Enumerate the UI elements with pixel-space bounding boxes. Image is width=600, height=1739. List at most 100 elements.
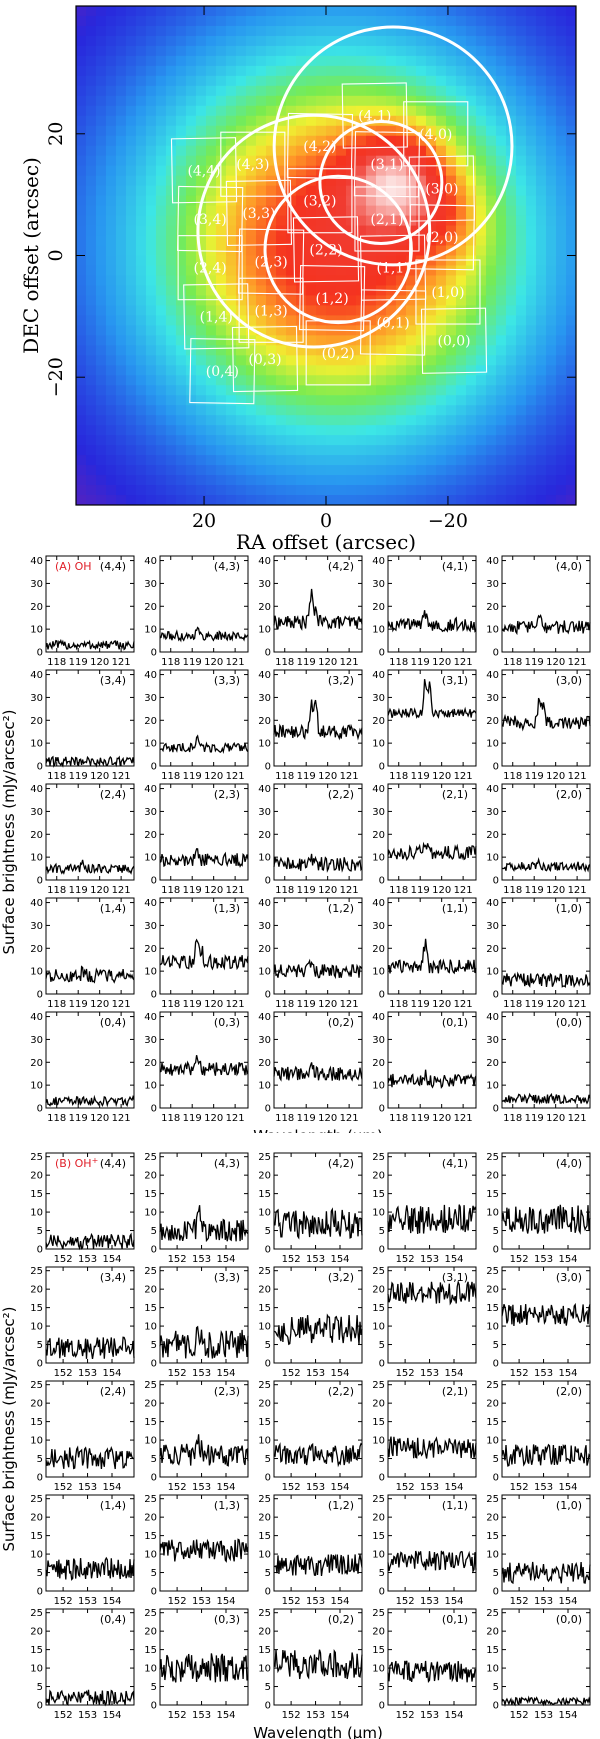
map-pixel	[176, 265, 187, 277]
panel-frame	[387, 1608, 477, 1706]
map-pixel	[396, 295, 407, 307]
map-pixel	[236, 275, 247, 287]
map-pixel	[506, 295, 517, 307]
y-tick-label: 20	[486, 1285, 499, 1296]
map-pixel	[76, 435, 87, 446]
map-pixel	[366, 405, 377, 416]
spaxel-label: (0,0)	[556, 1613, 582, 1626]
y-tick-label: 40	[144, 784, 157, 795]
map-pixel	[86, 155, 97, 167]
map-pixel	[276, 65, 287, 77]
map-pixel	[106, 445, 117, 456]
map-pixel	[136, 155, 147, 167]
y-tick-label: 0	[265, 648, 271, 659]
y-tick-label: 5	[493, 1340, 499, 1351]
spaxel-label: (0,3)	[214, 1016, 240, 1029]
map-pixel	[436, 355, 447, 366]
map-pixel	[316, 425, 327, 436]
map-pixel	[376, 55, 387, 67]
map-pixel	[456, 415, 467, 426]
map-pixel	[466, 455, 477, 466]
map-pixel	[556, 275, 567, 287]
map-pixel	[286, 285, 297, 297]
map-pixel	[446, 415, 457, 426]
map-pixel	[506, 65, 517, 77]
map-pixel	[426, 465, 437, 476]
map-pixel	[446, 65, 457, 77]
map-pixel	[406, 455, 417, 466]
x-tick-label: 153	[192, 1368, 211, 1379]
y-tick-label: 0	[37, 1104, 43, 1115]
map-pixel	[436, 475, 447, 486]
map-pixel	[556, 385, 567, 396]
map-pixel	[216, 215, 227, 227]
map-pixel	[476, 495, 487, 505]
map-pixel	[226, 425, 237, 436]
map-pixel	[156, 75, 167, 87]
map-pixel	[566, 235, 576, 247]
map-pixel	[376, 6, 387, 17]
spectrum-line	[45, 1556, 135, 1581]
map-pixel	[166, 245, 177, 257]
panel-frame	[45, 1380, 135, 1478]
map-pixel	[366, 365, 377, 376]
map-pixel	[286, 415, 297, 426]
map-pixel	[316, 265, 327, 277]
map-pixel	[206, 375, 217, 386]
map-pixel	[166, 425, 177, 436]
y-tick-label: 10	[258, 1436, 271, 1447]
map-pixel	[376, 415, 387, 426]
map-pixel	[126, 475, 137, 486]
map-pixel	[156, 385, 167, 396]
map-pixel	[316, 35, 327, 47]
map-pixel	[566, 55, 576, 67]
y-tick-label: 25	[372, 1380, 385, 1391]
map-pixel	[206, 355, 217, 366]
map-pixel	[316, 225, 327, 237]
panel-frame	[501, 897, 591, 995]
map-pixel	[236, 295, 247, 307]
map-pixel	[546, 415, 557, 426]
x-tick-label: 152	[396, 1482, 415, 1493]
map-pixel	[486, 125, 497, 137]
map-pixel	[106, 45, 117, 57]
map-pixel	[416, 395, 427, 406]
map-pixel	[366, 465, 377, 476]
map-pixel	[136, 235, 147, 247]
map-pixel	[496, 6, 507, 17]
y-tick-label: 25	[486, 1266, 499, 1277]
map-pixel	[446, 345, 457, 356]
y-tick-label: 15	[144, 1645, 157, 1656]
x-tick-label: 153	[534, 1710, 553, 1721]
map-pixel	[266, 135, 277, 147]
map-pixel	[416, 365, 427, 376]
map-pixel	[456, 195, 467, 207]
map-pixel	[366, 15, 377, 27]
map-pixel	[306, 275, 317, 287]
map-pixel	[286, 295, 297, 307]
map-pixel	[116, 85, 127, 97]
map-pixel	[216, 75, 227, 87]
map-pixel	[406, 35, 417, 47]
panel-frame	[501, 1152, 591, 1250]
map-pixel	[266, 365, 277, 376]
map-pixel	[386, 415, 397, 426]
map-pixel	[116, 295, 127, 307]
spaxel-label: (3,2)	[303, 194, 336, 210]
map-pixel	[356, 365, 367, 376]
map-pixel	[486, 35, 497, 47]
map-pixel	[416, 455, 427, 466]
map-pixel	[116, 325, 127, 336]
map-pixel	[146, 35, 157, 47]
map-pixel	[356, 95, 367, 107]
map-pixel	[106, 475, 117, 486]
map-pixel	[86, 115, 97, 127]
map-pixel	[476, 115, 487, 127]
map-pixel	[116, 305, 127, 316]
map-pixel	[536, 465, 547, 476]
y-tick-label: 25	[144, 1152, 157, 1163]
